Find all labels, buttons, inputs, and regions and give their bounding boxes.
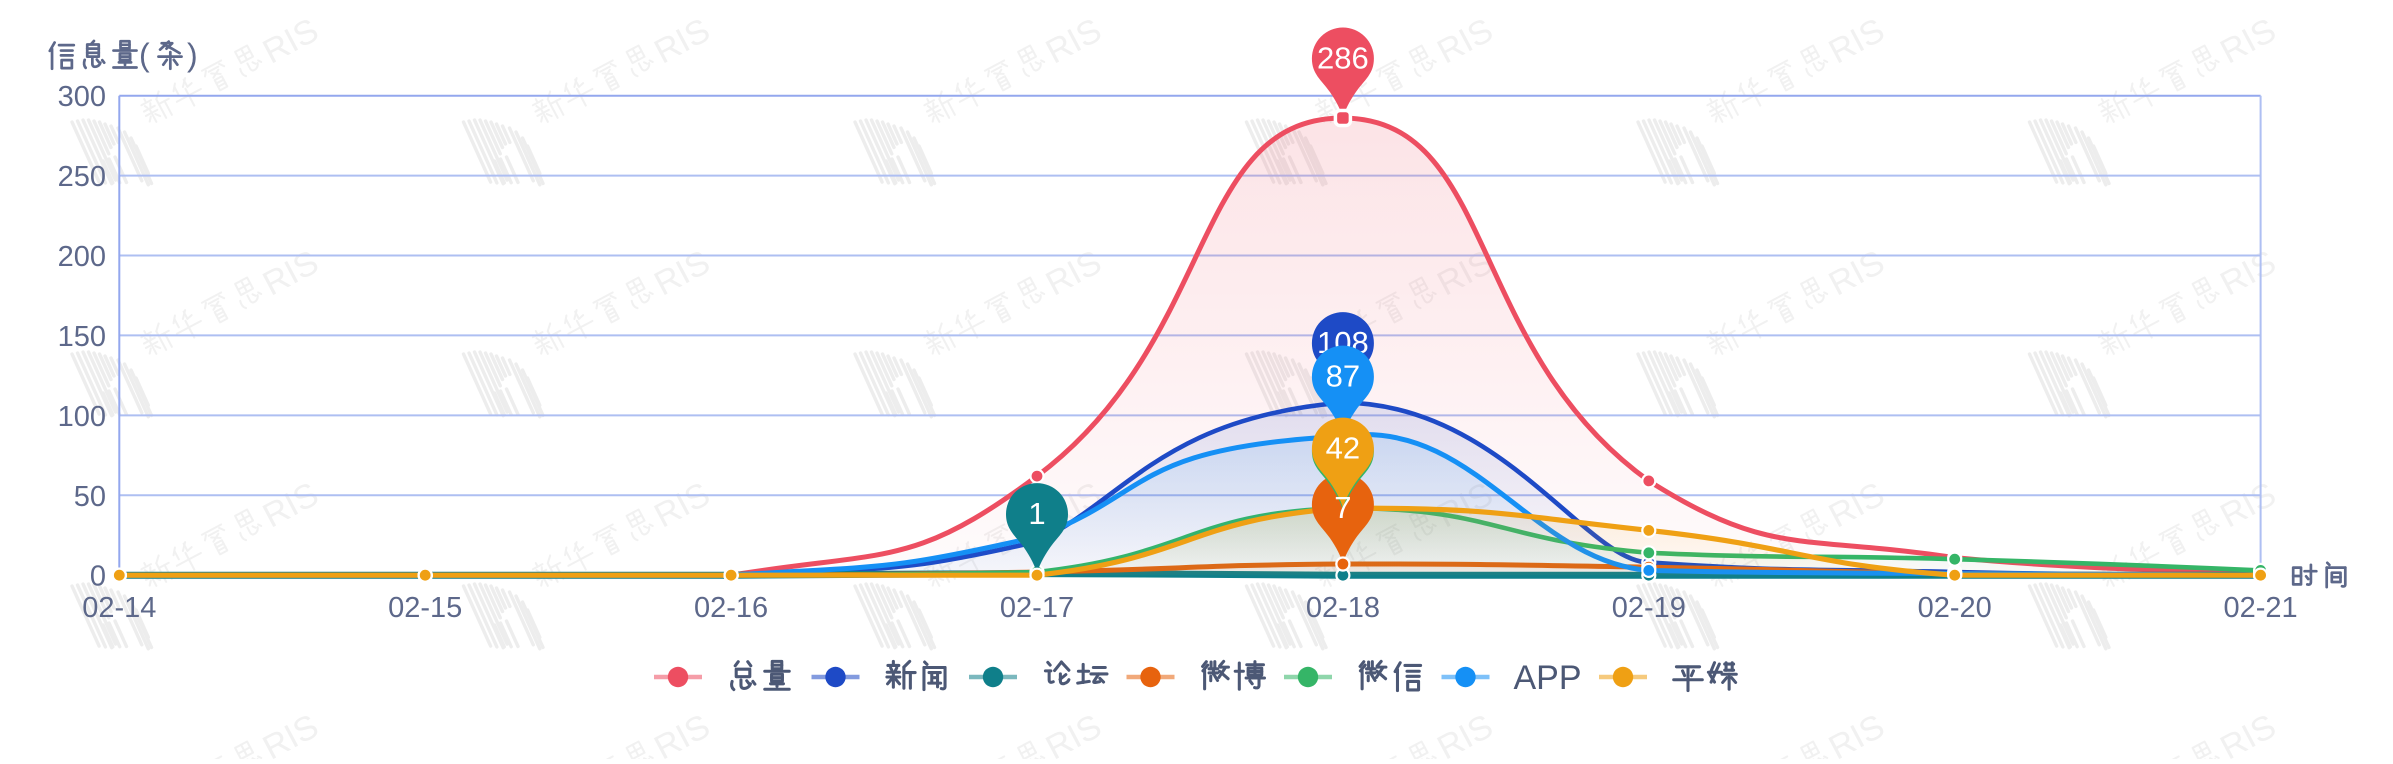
svg-text:(: ( — [139, 37, 150, 73]
svg-text:1: 1 — [1028, 496, 1045, 531]
svg-text:87: 87 — [1326, 359, 1360, 394]
svg-text:0: 0 — [90, 561, 106, 593]
svg-text:02-20: 02-20 — [1918, 592, 1992, 624]
svg-text:7: 7 — [1334, 490, 1351, 525]
svg-text:): ) — [187, 37, 198, 73]
svg-text:286: 286 — [1317, 41, 1369, 76]
svg-text:02-19: 02-19 — [1612, 592, 1686, 624]
svg-text:APP: APP — [1514, 659, 1582, 697]
svg-text:150: 150 — [58, 321, 106, 353]
svg-text:02-15: 02-15 — [388, 592, 462, 624]
svg-text:100: 100 — [58, 401, 106, 433]
svg-text:02-14: 02-14 — [82, 592, 156, 624]
svg-text:250: 250 — [58, 161, 106, 193]
svg-text:200: 200 — [58, 241, 106, 273]
svg-text:02-17: 02-17 — [1000, 592, 1074, 624]
svg-text:300: 300 — [58, 81, 106, 113]
svg-text:42: 42 — [1326, 431, 1360, 466]
svg-text:02-18: 02-18 — [1306, 592, 1380, 624]
svg-text:02-21: 02-21 — [2224, 592, 2298, 624]
svg-text:02-16: 02-16 — [694, 592, 768, 624]
svg-text:50: 50 — [74, 481, 106, 513]
